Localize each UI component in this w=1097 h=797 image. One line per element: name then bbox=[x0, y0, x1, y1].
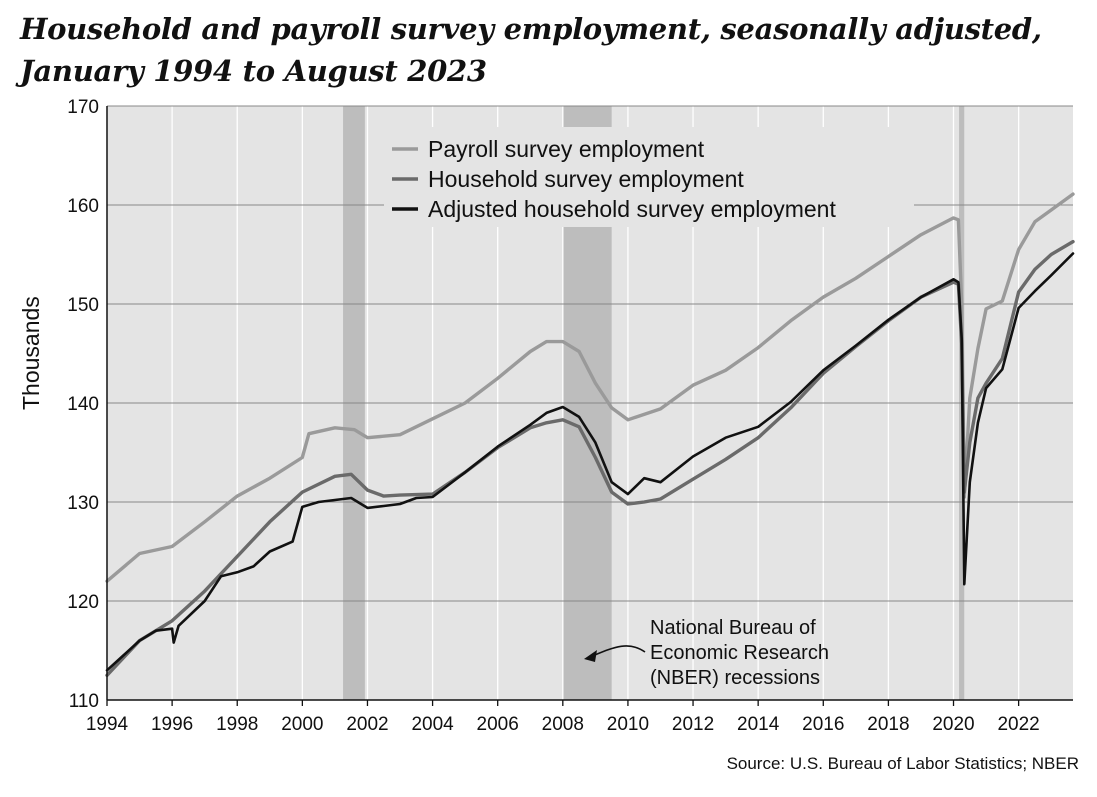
y-tick-label: 170 bbox=[67, 97, 99, 118]
annotation-line-3: (NBER) recessions bbox=[650, 667, 820, 689]
x-tick-label: 1996 bbox=[151, 714, 193, 735]
chart-title: Household and payroll survey employment,… bbox=[20, 8, 1080, 92]
legend: Payroll survey employment Household surve… bbox=[384, 127, 914, 227]
x-tick-label: 2000 bbox=[281, 714, 323, 735]
x-tick-label: 2010 bbox=[607, 714, 649, 735]
x-tick-label: 1994 bbox=[86, 714, 129, 735]
axes: 1994 1996 1998 2000 2002 2004 2006 2008 2010 2012… bbox=[67, 97, 1073, 735]
series-line-3 bbox=[105, 252, 1075, 672]
x-tick-label: 1998 bbox=[216, 714, 258, 735]
annotation-line-2: Economic Research bbox=[650, 642, 829, 664]
nber-annotation: National Bureau of Economic Research (NBER… bbox=[584, 617, 829, 689]
legend-label-3: Adjusted household survey employment bbox=[428, 196, 836, 222]
x-tick-label: 2022 bbox=[997, 714, 1039, 735]
legend-box bbox=[384, 127, 914, 227]
legend-label-1: Payroll survey employment bbox=[428, 136, 705, 162]
series-line-2 bbox=[105, 239, 1075, 677]
annotation-line-1: National Bureau of bbox=[650, 617, 816, 639]
y-tick-label: 120 bbox=[67, 592, 99, 613]
y-tick-label: 140 bbox=[67, 394, 99, 415]
legend-label-2: Household survey employment bbox=[428, 166, 744, 192]
chart-title-line-2: January 1994 to August 2023 bbox=[20, 54, 487, 88]
y-tick-label: 110 bbox=[69, 691, 99, 712]
chart-title-line-1: Household and payroll survey employment,… bbox=[20, 12, 1042, 46]
y-tick-label: 130 bbox=[67, 493, 99, 514]
series-line-1 bbox=[105, 192, 1075, 583]
x-tick-label: 2002 bbox=[346, 714, 388, 735]
x-tick-label: 2008 bbox=[542, 714, 584, 735]
x-tick-label: 2018 bbox=[867, 714, 909, 735]
x-tick-label: 2016 bbox=[802, 714, 844, 735]
series-lines bbox=[105, 192, 1075, 677]
annotation-arrowhead bbox=[584, 650, 597, 662]
source-note: Source: U.S. Bureau of Labor Statistics;… bbox=[726, 754, 1079, 773]
y-tick-label: 160 bbox=[67, 196, 99, 217]
x-tick-label: 2012 bbox=[672, 714, 714, 735]
x-tick-label: 2014 bbox=[737, 714, 780, 735]
x-tick-label: 2020 bbox=[932, 714, 974, 735]
x-tick-label: 2004 bbox=[411, 714, 454, 735]
y-tick-label: 150 bbox=[67, 295, 99, 316]
x-tick-label: 2006 bbox=[477, 714, 519, 735]
